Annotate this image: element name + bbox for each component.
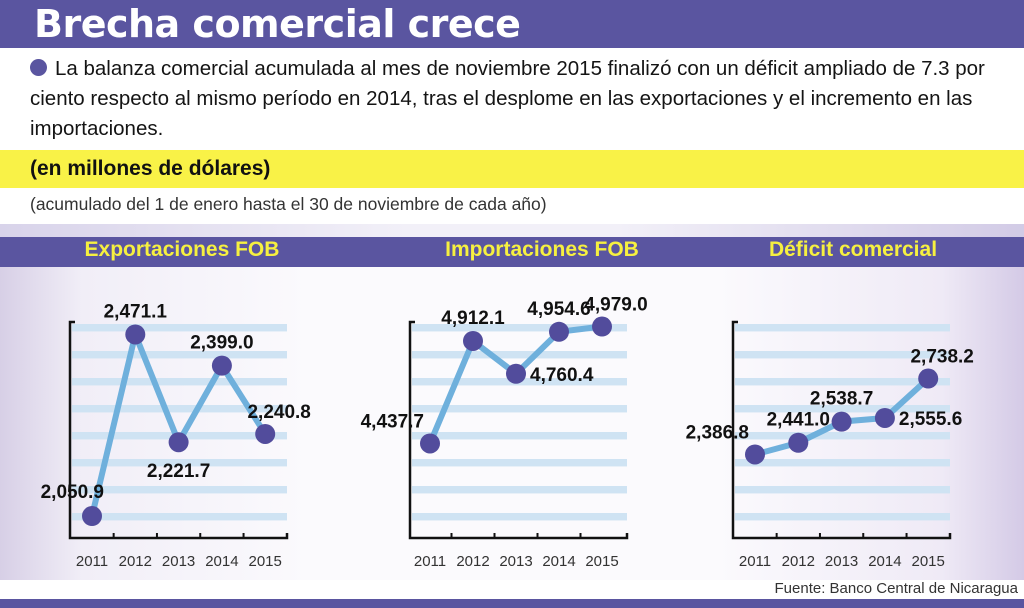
grid-stripe: [72, 486, 287, 494]
grid-stripe: [412, 351, 627, 359]
axis-line: [68, 320, 289, 540]
page-title: Brecha comercial crece: [34, 2, 521, 46]
grid-stripe: [72, 513, 287, 521]
axis-line: [408, 320, 629, 540]
x-tick-label: 2012: [119, 553, 152, 570]
data-label: 4,979.0: [584, 295, 647, 316]
grid-stripe: [412, 486, 627, 494]
grid-stripe: [72, 405, 287, 413]
grid-stripe: [735, 486, 950, 494]
x-tick-label: 2012: [782, 553, 815, 570]
data-point: [420, 433, 440, 454]
grid-stripe: [735, 432, 950, 440]
data-label: 2,538.7: [810, 389, 873, 410]
data-point: [125, 324, 146, 345]
grid-stripe: [412, 432, 627, 440]
bottom-bar: [0, 599, 1024, 608]
lead-paragraph: La balanza comercial acumulada al mes de…: [30, 54, 1020, 144]
grid-stripe: [412, 324, 627, 332]
data-point: [788, 432, 809, 453]
decorative-strip: [0, 224, 1024, 238]
grid-stripe: [412, 459, 627, 467]
bullet-icon: [30, 59, 47, 76]
data-label: 2,240.8: [247, 402, 310, 423]
units-label: (en millones de dólares): [30, 157, 271, 180]
data-point: [211, 355, 232, 376]
data-point: [831, 411, 852, 432]
grid-stripe: [412, 513, 627, 521]
title-bar: [0, 0, 1024, 48]
data-point: [506, 363, 526, 384]
data-label: 2,050.9: [41, 482, 104, 503]
grid-stripe: [72, 378, 287, 386]
grid-stripe: [735, 459, 950, 467]
x-tick-label: 2014: [868, 553, 901, 570]
lead-text: La balanza comercial acumulada al mes de…: [30, 57, 985, 140]
grid-stripe: [735, 405, 950, 413]
x-tick-label: 2013: [162, 553, 195, 570]
chart-title-imports: Importaciones FOB: [445, 238, 639, 261]
units-band: [0, 150, 1024, 188]
data-point: [549, 321, 569, 342]
data-label: 2,738.2: [910, 347, 973, 368]
grid-stripe: [72, 459, 287, 467]
data-label: 2,386.8: [686, 422, 749, 443]
data-point: [874, 407, 895, 428]
x-tick-label: 2011: [739, 553, 771, 570]
axis-line: [731, 320, 952, 540]
grid-stripe: [735, 351, 950, 359]
grid-stripe: [72, 351, 287, 359]
grid-stripe: [735, 513, 950, 521]
data-point: [82, 506, 102, 527]
period-note: (acumulado del 1 de enero hasta el 30 de…: [30, 194, 547, 214]
x-tick-label: 2015: [249, 553, 282, 570]
data-label: 2,399.0: [190, 333, 253, 354]
data-point: [918, 368, 939, 389]
grid-stripe: [72, 324, 287, 332]
x-tick-label: 2013: [825, 553, 858, 570]
x-tick-label: 2011: [76, 553, 108, 570]
data-label: 2,441.0: [767, 410, 830, 431]
x-tick-label: 2012: [456, 553, 489, 570]
data-point: [255, 423, 276, 444]
x-tick-label: 2015: [585, 553, 618, 570]
grid-stripe: [735, 324, 950, 332]
grid-stripe: [412, 405, 627, 413]
data-point: [745, 444, 765, 465]
data-point: [463, 330, 483, 351]
chart-title-deficit: Déficit comercial: [768, 238, 938, 261]
chart-heading-band: [0, 237, 1024, 267]
data-label: 4,437.7: [361, 411, 424, 432]
x-tick-label: 2014: [205, 553, 238, 570]
grid-stripe: [735, 378, 950, 386]
source-credit: Fuente: Banco Central de Nicaragua: [774, 580, 1018, 597]
data-label: 2,471.1: [104, 301, 168, 322]
x-tick-label: 2015: [912, 553, 945, 570]
data-point: [168, 432, 189, 453]
data-label: 4,954.6: [527, 299, 590, 320]
data-label: 4,760.4: [530, 365, 594, 386]
chart-title-exports: Exportaciones FOB: [84, 238, 280, 261]
data-label: 2,555.6: [899, 409, 962, 430]
data-label: 2,221.7: [147, 461, 210, 482]
x-tick-label: 2014: [542, 553, 575, 570]
x-tick-label: 2013: [499, 553, 532, 570]
data-point: [592, 316, 612, 337]
x-tick-label: 2011: [414, 553, 446, 570]
data-label: 4,912.1: [441, 308, 505, 329]
